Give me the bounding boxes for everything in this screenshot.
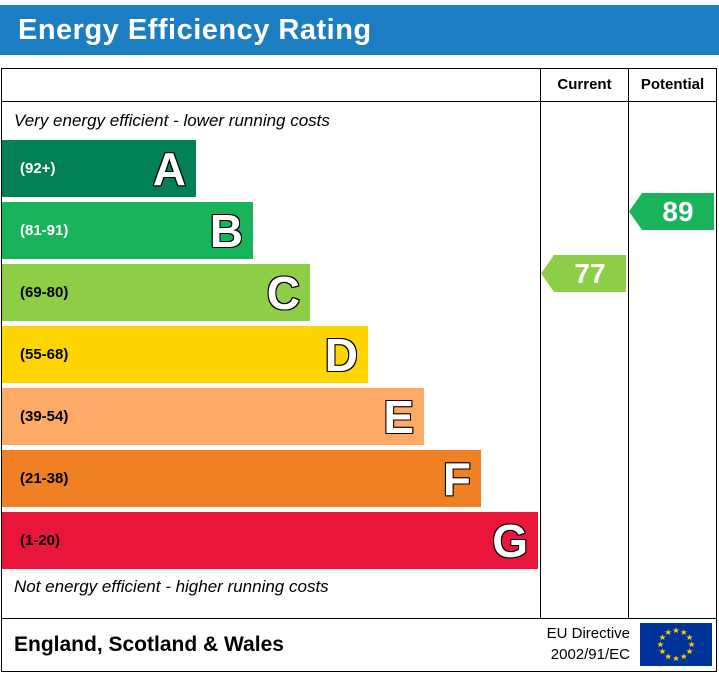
current-indicator: 77 [541,255,626,292]
bottom-note: Not energy efficient - higher running co… [14,577,329,596]
rating-chart-frame: Current Potential Very energy efficient … [1,68,717,672]
eu-flag-icon [640,623,712,666]
eu-directive-label: EU Directive 2002/91/EC [547,624,630,665]
band-b: (81-91) B [2,202,253,259]
band-g-range: (1-20) [20,532,61,549]
column-header-rule [2,101,716,102]
top-note: Very energy efficient - lower running co… [14,111,330,130]
potential-indicator: 89 [629,193,714,230]
band-a-range: (92+) [20,160,56,177]
band-f-letter: F [442,452,472,505]
column-header-potential: Potential [640,76,705,93]
region-label: England, Scotland & Wales [14,632,284,656]
band-a: (92+) A [2,140,196,197]
band-c-letter: C [266,266,301,319]
band-g: (1-20) G [2,512,538,569]
current-column-divider [540,69,541,618]
band-e-letter: E [382,390,415,443]
band-b-range: (81-91) [20,222,69,239]
rating-chart: Current Potential Very energy efficient … [2,69,716,619]
band-d-range: (55-68) [20,346,69,363]
band-d: (55-68) D [2,326,368,383]
rating-bands: (92+) A (81-91) B (69-80) C (55-68) D (3… [2,140,540,574]
title-banner: Energy Efficiency Rating [0,5,719,55]
column-header-current: Current [557,76,612,93]
band-a-letter: A [152,142,187,195]
band-c: (69-80) C [2,264,310,321]
potential-column-divider [628,69,629,618]
band-d-letter: D [324,328,359,381]
band-e: (39-54) E [2,388,424,445]
current-value: 77 [574,257,606,289]
band-c-range: (69-80) [20,284,69,301]
page-title: Energy Efficiency Rating [18,14,372,46]
footer: England, Scotland & Wales EU Directive 2… [2,619,716,670]
eu-directive-line2: 2002/91/EC [550,645,630,663]
band-e-range: (39-54) [20,408,69,425]
band-f: (21-38) F [2,450,481,507]
band-b-letter: B [209,204,244,257]
band-f-range: (21-38) [20,470,69,487]
potential-value: 89 [662,195,694,227]
band-g-letter: G [491,514,529,567]
eu-directive-line1: EU Directive [546,625,630,643]
